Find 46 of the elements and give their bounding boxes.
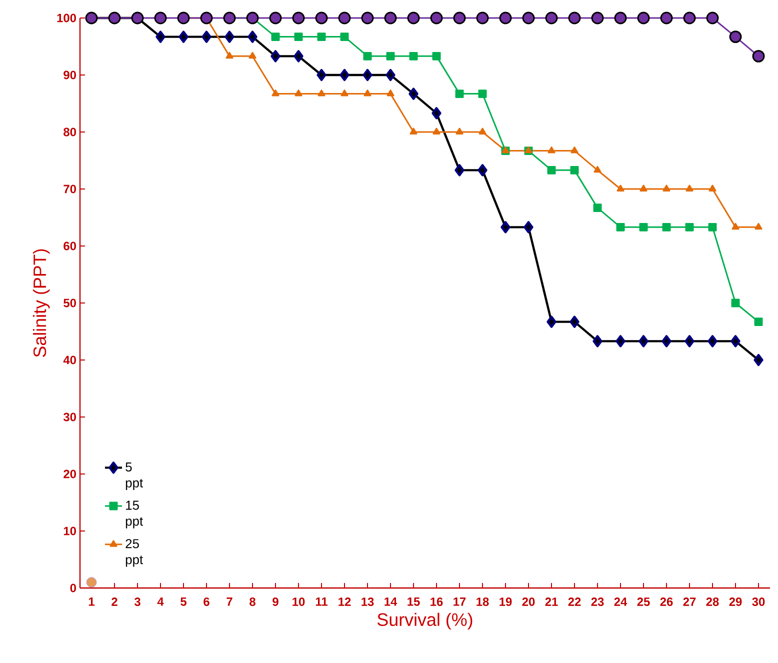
y-tick-label: 100 [57,14,76,22]
x-tick-label: 20 [522,598,535,606]
x-tick-label: 24 [614,598,628,606]
y-tick-label: 0 [70,584,76,592]
x-tick-label: 4 [157,598,164,606]
x-tick-label: 8 [250,598,256,606]
x-tick-label: 15 [408,598,420,606]
x-tick-label: 14 [384,598,398,606]
y-tick-label: 70 [64,184,76,194]
y-tick-label: 50 [64,298,76,308]
x-tick-label: 11 [316,598,328,606]
x-tick-label: 30 [752,598,765,606]
x-tick-label: 22 [568,598,581,606]
y-axis-title: Salinity (PPT) [32,249,50,357]
y-tick-label: 20 [64,470,76,478]
x-tick-label: 17 [454,598,466,606]
x-tick-label: 25 [637,598,650,606]
x-tick-label: 2 [112,598,118,606]
x-tick-label: 28 [706,598,719,606]
y-tick-label: 60 [64,242,76,250]
x-tick-label: 29 [729,598,742,606]
x-tick-label: 7 [226,598,232,606]
legend-label: 5 ppt [126,462,143,490]
x-tick-label: 18 [476,598,489,606]
y-tick-label: 80 [64,128,76,136]
y-tick-label: 90 [64,70,76,80]
x-tick-label: 9 [272,598,278,606]
x-tick-label: 5 [180,598,186,606]
x-tick-label: 19 [500,598,512,606]
y-tick-label: 40 [63,356,76,364]
x-tick-label: 27 [683,598,696,606]
x-axis-title: Survival (%) [377,612,472,630]
legend-label: 25 ppt [126,539,143,567]
x-tick-label: 10 [292,598,305,606]
x-tick-label: 1 [88,598,94,606]
y-tick-label: 10 [64,526,76,536]
x-tick-label: 21 [545,598,558,606]
y-tick-label: 30 [63,412,76,422]
x-tick-label: 23 [591,598,604,606]
legend-label: 15 ppt [126,500,143,528]
x-tick-label: 3 [134,598,140,606]
x-tick-label: 12 [338,598,351,606]
x-tick-label: 26 [660,598,673,606]
x-tick-label: 16 [430,598,443,606]
x-tick-label: 6 [204,598,210,606]
x-tick-label: 13 [362,598,374,606]
